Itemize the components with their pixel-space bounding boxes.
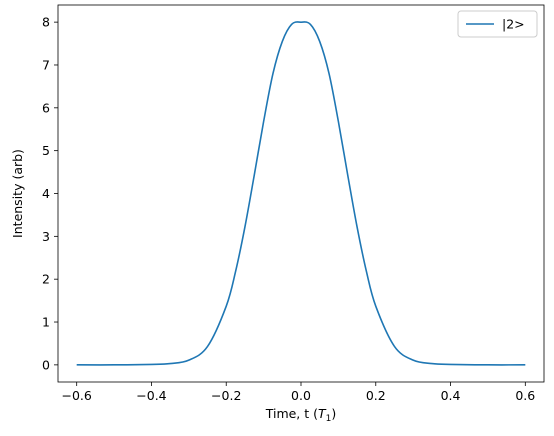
y-tick-label: 6 bbox=[42, 100, 50, 115]
y-tick-label: 3 bbox=[42, 229, 50, 244]
y-tick-label: 7 bbox=[42, 57, 50, 72]
series-line-2 bbox=[76, 21, 526, 366]
y-axis-label: Intensity (arb) bbox=[10, 149, 25, 238]
y-tick-label: 0 bbox=[42, 357, 50, 372]
x-tick-label: −0.4 bbox=[136, 388, 166, 403]
x-tick-label: −0.2 bbox=[211, 388, 241, 403]
y-tick-label: 5 bbox=[42, 143, 50, 158]
y-tick-label: 2 bbox=[42, 272, 50, 287]
y-tick-label: 1 bbox=[42, 315, 50, 330]
legend-box bbox=[457, 10, 538, 38]
plot-frame bbox=[57, 4, 545, 383]
x-tick-label: −0.6 bbox=[62, 388, 92, 403]
x-tick-label: 0.6 bbox=[515, 388, 535, 403]
x-tick-label: 0.2 bbox=[366, 388, 386, 403]
x-axis-label: Time, t (T1) bbox=[265, 406, 337, 424]
x-tick-label: 0.0 bbox=[291, 388, 311, 403]
x-tick-label: 0.4 bbox=[441, 388, 461, 403]
y-tick-label: 8 bbox=[42, 15, 50, 30]
y-tick-label: 4 bbox=[42, 186, 50, 201]
legend: |2> bbox=[457, 10, 538, 38]
legend-entry-label: |2> bbox=[502, 17, 525, 32]
